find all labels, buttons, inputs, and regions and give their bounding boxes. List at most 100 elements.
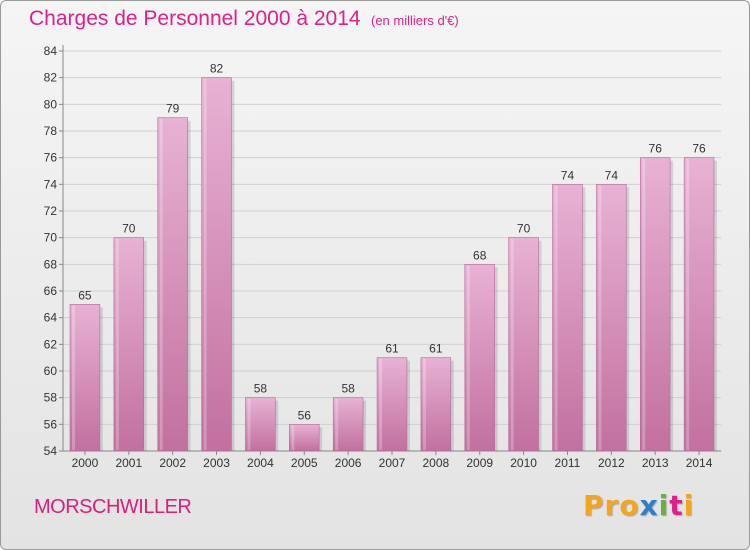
chart-title: Charges de Personnel 2000 à 2014 bbox=[29, 7, 361, 30]
proxiti-logo[interactable]: Proxiti bbox=[583, 489, 694, 522]
bars bbox=[69, 77, 717, 452]
x-tick-label: 2010 bbox=[510, 456, 537, 470]
logo-part-x: x bbox=[639, 489, 659, 522]
bar-group-2010 bbox=[508, 237, 542, 452]
bar-2008 bbox=[420, 357, 452, 452]
x-tick-label: 2006 bbox=[335, 456, 362, 470]
x-tick-label: 2011 bbox=[555, 456, 581, 470]
y-tick-label: 54 bbox=[44, 444, 58, 458]
value-label: 56 bbox=[298, 408, 312, 422]
bar-highlight bbox=[422, 358, 426, 450]
bar-2002 bbox=[157, 117, 188, 452]
x-tick-label: 2003 bbox=[203, 456, 230, 470]
bar-2009 bbox=[464, 264, 495, 452]
bar-group-2003 bbox=[201, 77, 235, 452]
value-label: 76 bbox=[649, 142, 663, 156]
y-tick-label: 64 bbox=[44, 311, 58, 325]
x-tick-label: 2014 bbox=[686, 456, 713, 470]
bar-highlight bbox=[642, 158, 646, 450]
bar-highlight bbox=[335, 398, 339, 450]
logo-part-pro: Pro bbox=[583, 489, 640, 522]
bar-highlight bbox=[203, 78, 207, 451]
chart-subtitle: (en milliers d'€) bbox=[371, 13, 459, 28]
value-label: 79 bbox=[166, 102, 180, 116]
x-tick-label: 2007 bbox=[379, 456, 406, 470]
bar-group-2012 bbox=[596, 184, 630, 452]
commune-name: MORSCHWILLER bbox=[34, 496, 192, 518]
y-tick-label: 84 bbox=[44, 44, 58, 58]
y-tick-label: 76 bbox=[44, 151, 58, 165]
y-tick-label: 74 bbox=[44, 177, 58, 191]
bar-group-2006 bbox=[332, 397, 367, 452]
x-tick-label: 2002 bbox=[159, 456, 186, 470]
bar-2011 bbox=[552, 184, 583, 452]
bar-group-2002 bbox=[157, 117, 191, 452]
bar-2014 bbox=[683, 157, 715, 452]
bar-2012 bbox=[596, 184, 627, 452]
bar-group-2004 bbox=[245, 397, 279, 452]
bar-group-2011 bbox=[552, 184, 586, 452]
bar-highlight bbox=[159, 118, 163, 451]
value-label: 70 bbox=[122, 222, 136, 236]
value-label: 58 bbox=[341, 382, 355, 396]
value-label: 82 bbox=[210, 62, 224, 76]
value-label: 58 bbox=[254, 382, 268, 396]
y-tick-label: 66 bbox=[44, 284, 58, 298]
y-tick-label: 58 bbox=[44, 391, 58, 405]
bar-highlight bbox=[115, 238, 119, 450]
y-tick-label: 68 bbox=[44, 257, 58, 271]
value-label: 70 bbox=[517, 222, 531, 236]
logo-part-i2: i bbox=[683, 489, 695, 522]
bar-2001 bbox=[113, 237, 145, 452]
bar-highlight bbox=[510, 238, 514, 450]
value-label: 61 bbox=[385, 342, 399, 356]
logo-part-t: t bbox=[669, 489, 684, 522]
bar-group-2008 bbox=[420, 357, 454, 452]
x-tick-label: 2012 bbox=[598, 456, 625, 470]
bar-highlight bbox=[379, 358, 383, 450]
bar-highlight bbox=[554, 185, 558, 451]
labels: 65 2000 70 2001 79 2002 82 2003 58 2004 56 2005 58 20… bbox=[72, 62, 713, 470]
logo-part-i: i bbox=[658, 489, 670, 522]
y-tick-label: 70 bbox=[44, 231, 58, 245]
x-tick-label: 2013 bbox=[642, 456, 669, 470]
bar-group-2001 bbox=[113, 237, 147, 452]
bar-group-2000 bbox=[69, 304, 103, 452]
x-tick-label: 2005 bbox=[291, 456, 318, 470]
bar-highlight bbox=[247, 398, 251, 450]
bar-highlight bbox=[291, 425, 295, 450]
y-tick-label: 60 bbox=[44, 364, 58, 378]
bar-highlight bbox=[72, 305, 76, 450]
x-tick-label: 2001 bbox=[115, 456, 142, 470]
bar-2005 bbox=[289, 424, 320, 452]
bar-2000 bbox=[69, 304, 101, 452]
value-label: 65 bbox=[78, 288, 92, 302]
y-tick-label: 78 bbox=[44, 124, 58, 138]
y-tick-label: 72 bbox=[44, 204, 58, 218]
x-tick-label: 2004 bbox=[247, 456, 274, 470]
x-tick-label: 2008 bbox=[423, 456, 450, 470]
bar-group-2013 bbox=[639, 157, 674, 452]
x-tick-label: 2009 bbox=[466, 456, 493, 470]
value-label: 74 bbox=[561, 168, 575, 182]
bar-2004 bbox=[245, 397, 276, 452]
y-tick-label: 80 bbox=[44, 97, 58, 111]
bar-highlight bbox=[466, 265, 470, 450]
y-tick-label: 56 bbox=[44, 417, 58, 431]
value-label: 76 bbox=[692, 142, 706, 156]
bar-2013 bbox=[639, 157, 671, 452]
bar-group-2009 bbox=[464, 264, 498, 452]
value-label: 61 bbox=[429, 342, 443, 356]
value-label: 74 bbox=[605, 168, 619, 182]
bar-highlight bbox=[598, 185, 602, 451]
bar-group-2014 bbox=[683, 157, 717, 452]
bar-group-2007 bbox=[376, 357, 410, 452]
value-label: 68 bbox=[473, 248, 487, 262]
y-tick-label: 62 bbox=[44, 337, 58, 351]
bar-2006 bbox=[332, 397, 364, 452]
bar-group-2005 bbox=[289, 424, 323, 452]
bar-2010 bbox=[508, 237, 539, 452]
bar-2007 bbox=[376, 357, 408, 452]
